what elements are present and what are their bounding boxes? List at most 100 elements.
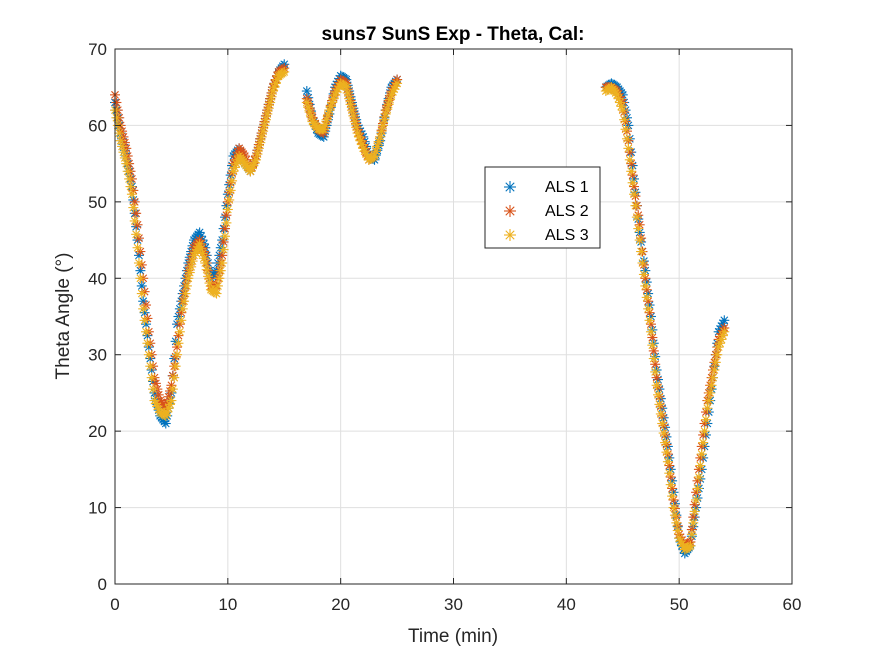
x-tick-label: 30 [444,595,463,614]
data-point [253,143,264,154]
data-point [321,114,332,125]
data-point [638,269,649,280]
data-point [135,273,146,284]
data-point [349,116,360,127]
data-point [377,120,388,131]
data-point [265,97,276,108]
data-point [129,215,140,226]
data-point [660,437,671,448]
data-point [220,231,231,242]
data-point [128,202,139,213]
data-point [695,460,706,471]
data-point [201,264,212,275]
data-point [706,380,717,391]
data-point [203,271,214,282]
data-point [685,540,696,551]
data-point [138,303,149,314]
y-tick-label: 30 [88,346,107,365]
data-point [259,120,270,131]
data-point [665,479,676,490]
data-point [142,338,153,349]
data-points [110,59,730,559]
data-point [692,483,703,494]
data-point [215,265,226,276]
data-point [647,340,658,351]
data-point [346,105,357,116]
data-point [224,194,235,205]
data-point [139,315,150,326]
data-point [345,99,356,110]
y-axis-label: Theta Angle (°) [53,253,74,380]
data-point [111,112,122,123]
data-point [376,126,387,137]
data-point [709,365,720,375]
data-point [617,105,628,116]
data-point [708,372,719,383]
data-point [114,128,125,139]
data-point [122,166,133,177]
data-point [146,372,157,383]
data-point [620,124,631,135]
data-point [700,414,711,425]
x-tick-label: 60 [783,595,802,614]
data-point [170,361,181,372]
data-point [124,173,135,184]
data-point [671,517,682,528]
data-point [636,246,647,257]
data-point [627,177,638,188]
legend-label-als-3: ALS 3 [545,227,589,244]
y-tick-label: 0 [98,575,107,594]
data-point [117,141,128,152]
x-tick-label: 40 [557,595,576,614]
data-point [118,147,129,158]
data-point [125,181,136,192]
data-point [181,280,192,291]
data-point [111,97,122,108]
data-point [348,110,359,121]
legend-marker-als-3 [504,229,516,241]
data-point [651,380,662,391]
x-tick-label: 10 [218,595,237,614]
data-point [661,447,672,458]
data-point [214,273,225,284]
data-point [143,349,154,360]
data-point [640,280,651,291]
x-tick-label: 0 [110,595,119,614]
data-point [133,258,144,268]
data-point [621,133,632,144]
data-point [629,189,640,200]
data-point [173,338,184,349]
data-point [131,229,142,240]
data-point [177,303,188,314]
data-point [696,449,707,460]
y-tick-label: 20 [88,422,107,441]
data-point [342,87,353,98]
data-point [669,510,680,521]
data-point [221,217,232,228]
data-point [702,403,713,414]
data-point [703,395,714,406]
data-point [142,313,153,324]
data-point [693,472,704,482]
data-point [705,387,716,398]
data-point [667,491,678,502]
data-point [648,353,659,364]
data-point [169,372,180,383]
data-point [256,131,267,142]
data-point [167,384,178,395]
data-point [260,114,271,125]
data-point [619,114,630,125]
data-point [186,261,197,272]
data-point [121,158,132,169]
data-point [341,82,352,93]
data-point [633,223,644,234]
data-point [198,253,209,264]
data-point [643,303,654,314]
chart-title: suns7 SunS Exp - Theta, Cal: [322,24,585,45]
legend-label-als-1: ALS 1 [545,179,589,196]
data-point [136,259,147,270]
data-point [392,78,403,89]
data-point [691,494,702,505]
y-tick-label: 40 [88,269,107,288]
x-ticks: 0 10 20 30 40 50 60 [110,49,801,614]
